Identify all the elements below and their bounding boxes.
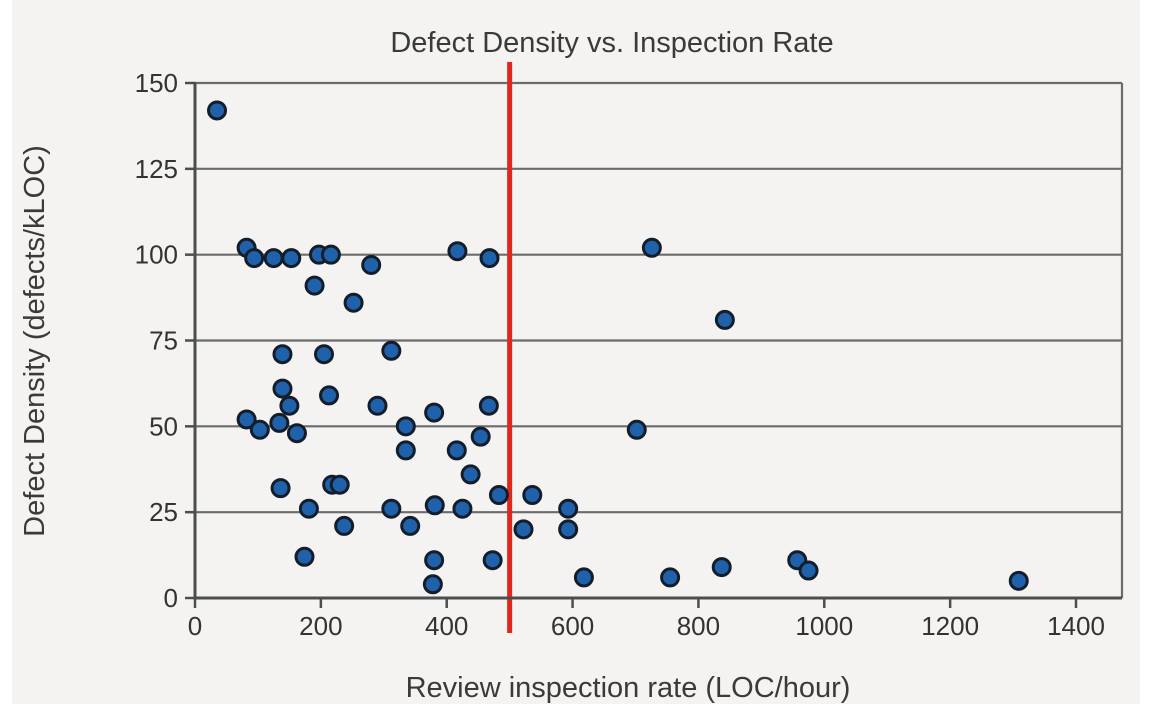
data-point <box>304 275 325 296</box>
data-point <box>798 560 819 581</box>
data-point <box>298 498 319 519</box>
chart-title: Defect Density vs. Inspection Rate <box>390 27 833 59</box>
data-point <box>236 409 257 430</box>
y-axis-label: Defect Density (defects/kLOC) <box>19 145 51 537</box>
data-point <box>424 495 445 516</box>
data-point <box>395 440 416 461</box>
data-point <box>294 546 315 567</box>
data-point <box>424 550 445 571</box>
data-point <box>641 237 662 258</box>
data-point <box>479 248 500 269</box>
y-tick-label-125: 125 <box>135 154 178 184</box>
data-point <box>367 395 388 416</box>
data-point <box>558 498 579 519</box>
data-point <box>446 440 467 461</box>
data-point <box>272 344 293 365</box>
data-point <box>381 498 402 519</box>
x-tick-label-1200: 1200 <box>921 611 979 641</box>
data-point <box>522 485 543 505</box>
data-point <box>329 474 350 495</box>
data-point <box>314 344 335 365</box>
data-point <box>513 519 534 540</box>
data-point <box>478 395 499 416</box>
axis-layer: 0 200 400 600 800 1000 1200 1400 0 25 50 75 100 125 15… <box>135 68 1122 641</box>
data-point <box>263 248 284 269</box>
x-tick-label-200: 200 <box>299 611 342 641</box>
data-point <box>460 464 481 485</box>
data-point <box>660 567 681 588</box>
data-point <box>400 515 421 536</box>
data-point <box>470 426 491 447</box>
data-point <box>249 419 270 440</box>
data-point <box>558 519 579 540</box>
data-point <box>422 574 443 595</box>
data-point <box>361 254 382 275</box>
data-point <box>269 412 290 433</box>
y-tick-label-50: 50 <box>149 411 178 441</box>
data-point <box>714 309 735 330</box>
data-point <box>381 340 402 361</box>
x-tick-label-400: 400 <box>425 611 468 641</box>
data-point <box>447 241 468 262</box>
x-tick-label-800: 800 <box>677 611 720 641</box>
y-tick-label-100: 100 <box>135 240 178 270</box>
data-point <box>244 248 265 269</box>
chart-background <box>12 0 1140 704</box>
data-point <box>573 567 594 588</box>
data-point <box>343 292 364 313</box>
data-point <box>395 416 416 437</box>
data-point <box>488 485 509 505</box>
data-point <box>281 248 302 269</box>
y-tick-label-0: 0 <box>164 583 178 613</box>
x-tick-label-1400: 1400 <box>1047 611 1105 641</box>
point-layer <box>207 100 1029 595</box>
data-point <box>711 557 732 578</box>
x-tick-label-600: 600 <box>551 611 594 641</box>
data-point <box>334 515 355 536</box>
data-point <box>279 395 300 416</box>
x-axis-label: Review inspection rate (LOC/hour) <box>406 672 851 704</box>
data-point <box>272 378 293 399</box>
data-point <box>1008 570 1029 591</box>
x-tick-label-0: 0 <box>188 611 202 641</box>
data-point <box>320 244 341 265</box>
data-point <box>626 419 647 440</box>
data-point <box>424 402 445 423</box>
data-point <box>270 478 291 499</box>
data-point <box>482 550 503 571</box>
y-tick-label-75: 75 <box>149 326 178 356</box>
data-point <box>452 498 473 519</box>
y-tick-label-150: 150 <box>135 68 178 98</box>
data-point <box>319 385 340 406</box>
x-tick-label-1000: 1000 <box>795 611 853 641</box>
data-point <box>286 423 307 444</box>
data-point <box>207 100 228 121</box>
grid-layer <box>195 81 1124 598</box>
y-tick-label-25: 25 <box>149 497 178 527</box>
